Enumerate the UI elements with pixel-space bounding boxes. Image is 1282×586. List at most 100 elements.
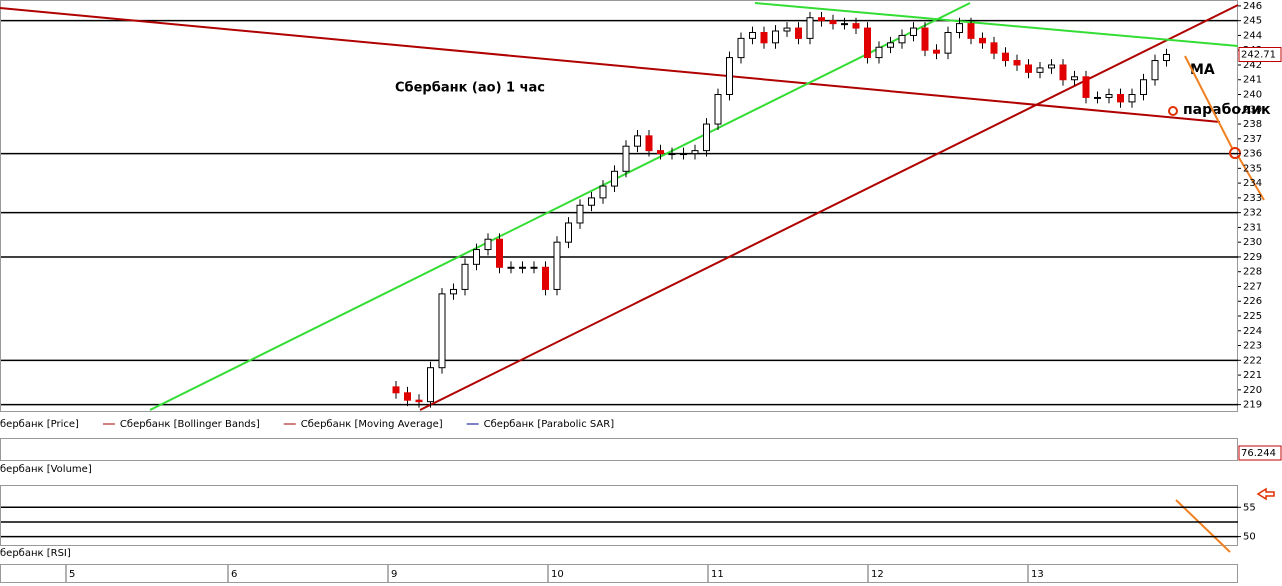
date-label: 5	[69, 569, 75, 580]
legend-label: Сбербанк [Moving Average]	[301, 419, 443, 430]
candle-body	[760, 31, 768, 44]
volume-tag: 76.244	[1241, 448, 1276, 459]
arrow	[1175, 499, 1231, 553]
candle-body	[944, 31, 952, 54]
candle-body	[657, 150, 664, 155]
candle-body	[852, 23, 860, 29]
candle-body	[783, 27, 791, 32]
candle-body	[795, 27, 802, 39]
candle-body	[737, 37, 745, 59]
candle-body	[898, 34, 906, 44]
y-tick-label: 228	[1243, 267, 1262, 278]
y-tick-label: 223	[1243, 341, 1262, 352]
y-tick-label: 235	[1243, 163, 1262, 174]
rsi-pane	[0, 485, 1238, 546]
candle-body	[887, 42, 894, 48]
annotation: параболик	[1183, 102, 1271, 118]
y-tick-label: 239	[1243, 104, 1262, 115]
y-tick-label: 238	[1243, 119, 1262, 130]
candle-body	[1002, 52, 1009, 62]
candle-body	[806, 17, 814, 39]
date-axis	[0, 564, 1238, 583]
candle-body	[956, 23, 963, 33]
candle-body	[990, 42, 998, 54]
marker-circle	[1229, 147, 1241, 159]
candle-body	[818, 17, 825, 22]
candle-body	[1082, 76, 1090, 98]
y-tick-label: 233	[1243, 193, 1262, 204]
candle-body	[864, 27, 871, 59]
legend-label: бербанк [Price]	[0, 419, 79, 430]
date-label: 12	[871, 569, 884, 580]
candle-body	[1048, 64, 1055, 69]
candle-body	[599, 185, 607, 199]
chart-title: Сбербанк (ао) 1 час	[395, 81, 545, 96]
arrow-icon	[1256, 487, 1275, 501]
candle-body	[910, 27, 917, 36]
arrow	[1184, 55, 1233, 149]
candle-body	[450, 288, 457, 295]
candle-body	[1163, 53, 1170, 62]
candle-body	[841, 23, 848, 26]
y-tick-label: 237	[1243, 134, 1262, 145]
y-tick-label: 221	[1243, 370, 1262, 381]
candle-body	[611, 170, 618, 187]
annotation: МА	[1190, 62, 1215, 78]
candle-body	[921, 27, 929, 51]
candle-body	[553, 241, 561, 290]
candle-body	[461, 263, 469, 290]
y-tick-label: 241	[1243, 75, 1262, 86]
volume-pane	[0, 438, 1238, 461]
price-tag: 242.71	[1241, 49, 1276, 60]
candle-body	[473, 249, 480, 265]
candle-body	[1128, 94, 1136, 103]
candle-body	[668, 153, 676, 156]
candle-body	[1094, 96, 1101, 99]
candle-body	[875, 46, 883, 59]
candle-body	[427, 367, 434, 403]
candle-body	[1117, 94, 1124, 103]
y-tick-label: 240	[1243, 90, 1262, 101]
trend-line	[419, 4, 1239, 411]
candle-body	[496, 238, 503, 268]
rsi-tick-label: 50	[1243, 532, 1256, 543]
y-tick-label: 236	[1243, 149, 1262, 160]
y-tick-label: 245	[1243, 16, 1262, 27]
candle-body	[772, 30, 779, 44]
candle-body	[588, 197, 595, 206]
candle-body	[392, 386, 400, 394]
marker-circle	[1168, 106, 1178, 116]
candle-body	[576, 204, 584, 224]
candle-body	[691, 150, 699, 155]
candle-body	[565, 222, 572, 243]
y-tick-label: 242	[1243, 60, 1262, 71]
arrow	[1237, 155, 1265, 201]
candle-body	[622, 145, 630, 172]
candle-body	[415, 399, 423, 403]
candle-body	[1071, 76, 1078, 81]
candle-body	[634, 135, 641, 147]
trend-line	[0, 7, 1221, 123]
date-label: 10	[551, 569, 564, 580]
candle-body	[829, 20, 837, 25]
legend-label: Сбербанк [Parabolic SAR]	[484, 419, 615, 430]
date-label: 9	[391, 569, 397, 580]
date-label: 6	[231, 569, 237, 580]
candle-body	[703, 123, 710, 152]
candle-body	[484, 238, 492, 251]
trend-lines	[0, 2, 1239, 411]
y-tick-label: 219	[1243, 400, 1262, 411]
legend-label: Сбербанк [Bollinger Bands]	[120, 419, 260, 430]
candle-body	[519, 266, 526, 269]
trend-line	[754, 2, 1239, 47]
candle-body	[1105, 94, 1113, 98]
legend-row	[0, 414, 1282, 434]
y-tick-label: 244	[1243, 30, 1262, 41]
candle-body	[714, 94, 722, 125]
y-tick-label: 220	[1243, 385, 1262, 396]
y-tick-label: 222	[1243, 355, 1262, 366]
candle-body	[645, 135, 653, 152]
y-tick-label: 246	[1243, 1, 1262, 12]
volume-tag-box	[1238, 445, 1282, 461]
candle-body	[1013, 60, 1021, 66]
